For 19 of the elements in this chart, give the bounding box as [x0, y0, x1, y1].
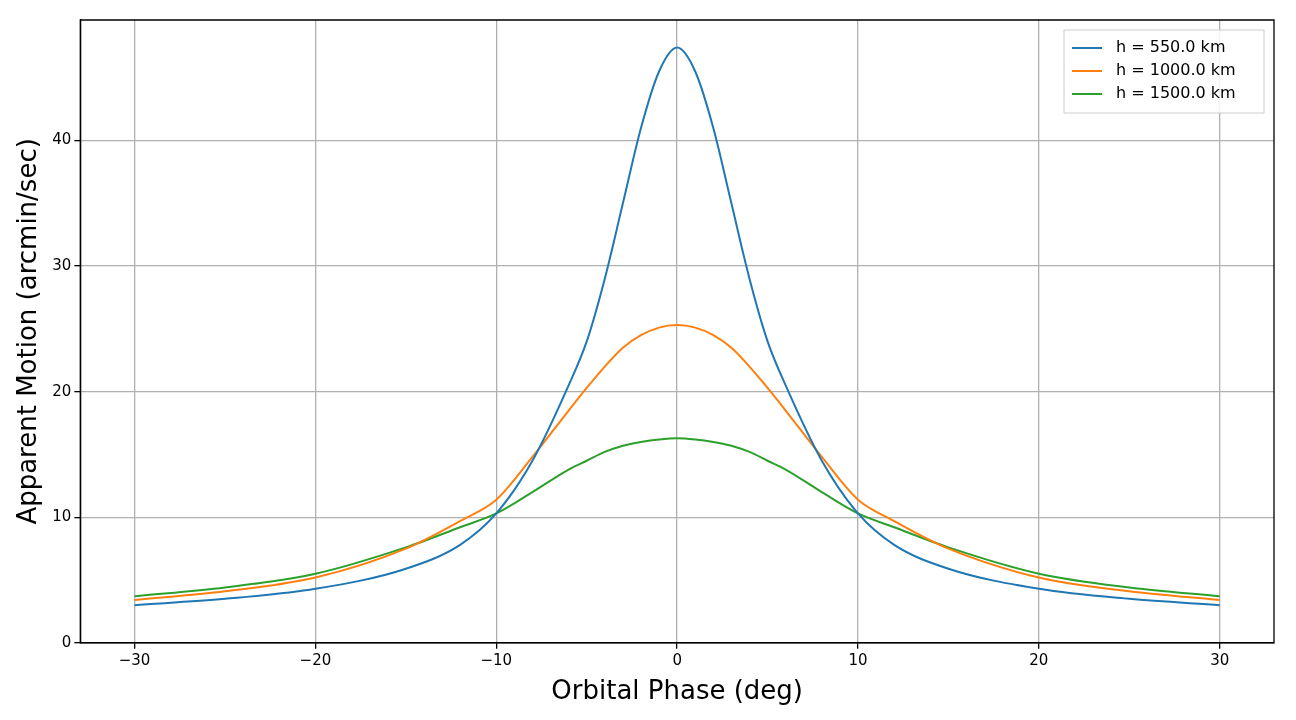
legend-label: h = 1500.0 km [1116, 83, 1236, 103]
y-tick-label: 20 [52, 381, 72, 400]
x-tick-label: −30 [118, 650, 151, 669]
x-tick-label: 30 [1210, 650, 1230, 669]
y-axis-title: Apparent Motion (arcmin/sec) [12, 138, 43, 525]
line-series [133, 324, 1221, 602]
legend-label: h = 1000.0 km [1116, 60, 1236, 80]
x-tick-label: −10 [480, 650, 513, 669]
x-axis-title: Orbital Phase (deg) [551, 675, 803, 706]
y-tick-label: 10 [52, 507, 72, 526]
legend-label: h = 550.0 km [1116, 37, 1226, 57]
y-tick-label: 40 [52, 130, 72, 149]
x-tick-label: 10 [848, 650, 868, 669]
y-tick-label: 30 [52, 256, 72, 274]
y-tick-label: 0 [61, 632, 72, 651]
x-tick-label: 0 [672, 650, 682, 669]
line-series [133, 437, 1221, 598]
x-tick-label: 20 [1029, 650, 1049, 669]
x-tick-label: −20 [299, 650, 332, 669]
